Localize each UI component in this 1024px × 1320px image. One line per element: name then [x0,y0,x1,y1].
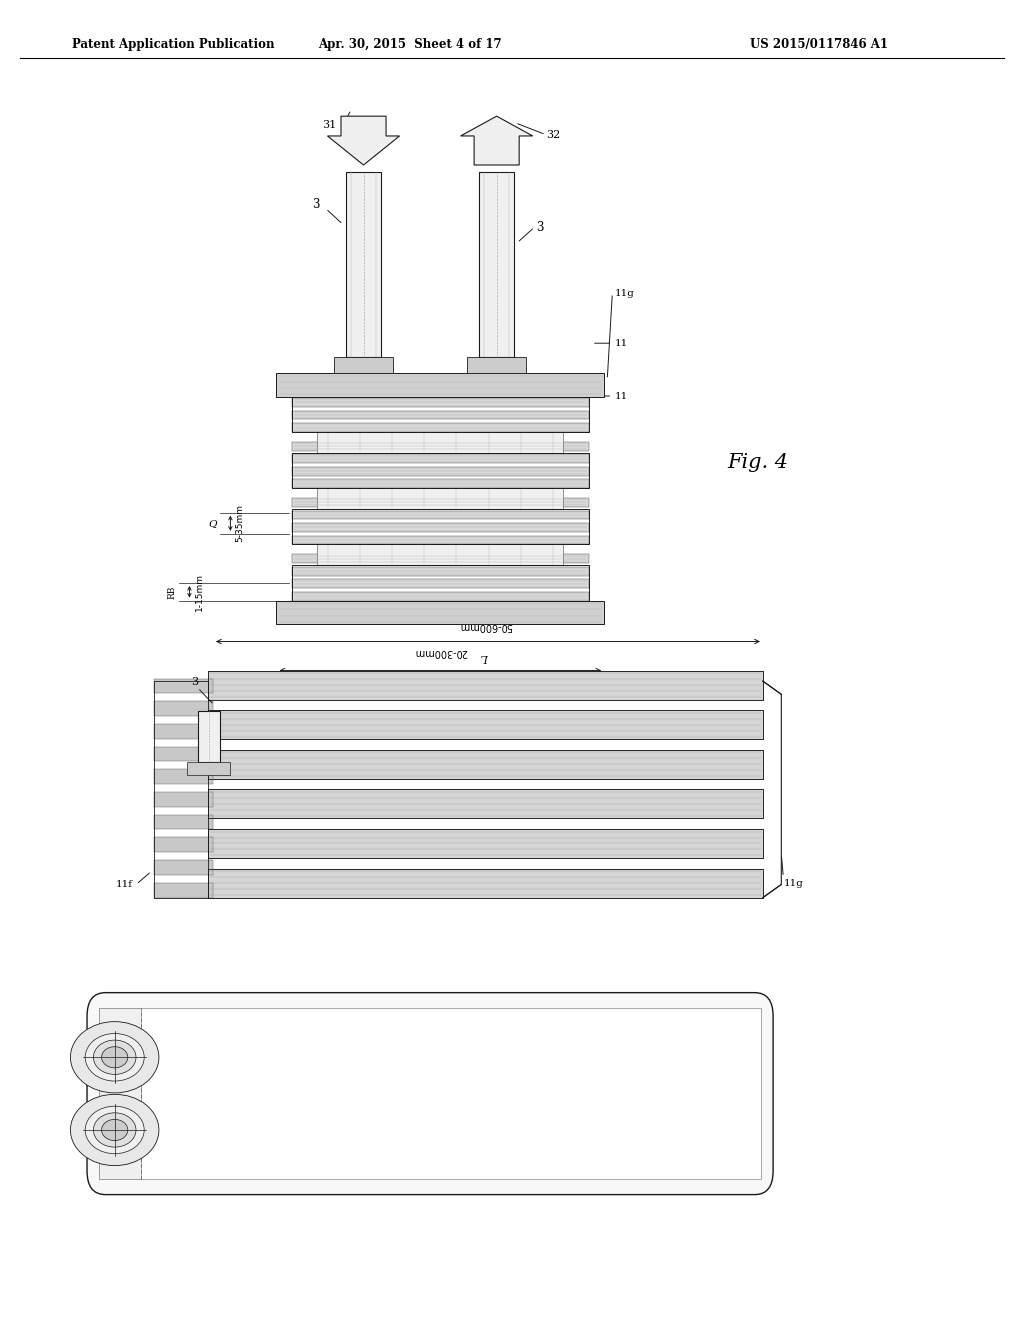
Text: 31: 31 [323,120,337,131]
Bar [292,442,589,450]
Bar [208,710,763,739]
Text: 11g: 11g [783,879,803,887]
Bar [208,671,763,700]
Bar [154,814,213,829]
Bar [154,770,213,784]
Bar [292,453,589,488]
Ellipse shape [93,1040,136,1074]
Ellipse shape [85,1106,144,1154]
Text: RB: RB [167,585,176,598]
Text: Patent Application Publication: Patent Application Publication [72,38,274,51]
Text: Q: Q [209,519,217,528]
Bar [154,723,213,739]
Text: L: L [481,652,489,663]
Bar [208,829,763,858]
Bar [292,566,589,576]
Bar [99,1008,761,1179]
Bar [208,829,763,858]
Bar [292,554,589,564]
Polygon shape [328,116,399,165]
Text: B: B [436,684,444,694]
Bar [154,701,213,715]
Bar [479,172,514,358]
Ellipse shape [71,1022,159,1093]
Bar [276,601,604,624]
Bar [99,1008,141,1179]
Bar [346,172,381,358]
Bar [154,747,213,762]
Text: 11f: 11f [116,880,133,888]
Bar [292,511,589,519]
Bar [292,411,589,420]
Polygon shape [461,116,532,165]
Bar [334,358,393,374]
Bar [292,385,589,395]
Bar [208,671,763,700]
Bar [317,544,563,565]
Text: 3: 3 [537,220,544,234]
Bar [292,467,589,475]
Text: 20-300mm: 20-300mm [414,647,467,657]
Bar [292,479,589,488]
Bar [292,399,589,407]
Bar [292,397,589,432]
Bar [292,510,589,544]
Text: 3: 3 [191,677,198,688]
Text: 1-15mm: 1-15mm [195,573,204,611]
Ellipse shape [93,1113,136,1147]
Bar [154,883,213,898]
Bar [467,358,526,374]
Text: 50-600mm: 50-600mm [459,620,512,631]
Bar [208,869,763,898]
Bar [208,750,763,779]
Bar [317,488,563,510]
Text: 11: 11 [614,339,628,347]
Text: 11: 11 [614,392,628,400]
Bar [154,792,213,807]
Bar [208,869,763,898]
Bar [292,591,589,601]
Bar [292,536,589,544]
Bar [154,678,213,693]
Ellipse shape [85,1034,144,1081]
FancyBboxPatch shape [87,993,773,1195]
Bar [276,374,604,397]
Bar [208,789,763,818]
Bar [154,681,208,898]
Bar [208,750,763,779]
Bar [292,523,589,532]
Bar [187,762,230,775]
Ellipse shape [71,1094,159,1166]
Text: 5-35mm: 5-35mm [236,504,245,543]
Text: Apr. 30, 2015  Sheet 4 of 17: Apr. 30, 2015 Sheet 4 of 17 [317,38,502,51]
Bar [154,861,213,875]
Bar [198,711,220,762]
Text: 3: 3 [312,198,319,211]
Bar [154,837,213,853]
Bar [292,454,589,463]
Bar [292,565,589,601]
Bar [292,424,589,432]
Bar [317,432,563,453]
Bar [292,498,589,507]
Bar [292,579,589,589]
Text: 11g: 11g [614,289,634,297]
Bar [208,789,763,818]
Text: US 2015/0117846 A1: US 2015/0117846 A1 [751,38,888,51]
Ellipse shape [101,1047,128,1068]
Ellipse shape [101,1119,128,1140]
Bar [208,710,763,739]
Text: 32: 32 [546,129,560,140]
Text: Fig. 4: Fig. 4 [727,453,788,471]
